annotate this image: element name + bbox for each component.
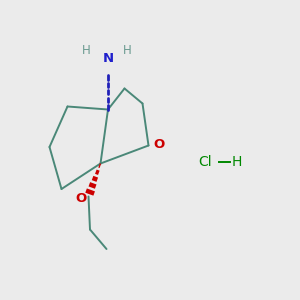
- Text: H: H: [123, 44, 132, 57]
- Text: O: O: [75, 192, 87, 206]
- Text: H: H: [82, 44, 91, 57]
- Text: H: H: [232, 155, 242, 169]
- Text: O: O: [153, 138, 164, 152]
- Text: Cl: Cl: [199, 155, 212, 169]
- Text: N: N: [102, 52, 114, 65]
